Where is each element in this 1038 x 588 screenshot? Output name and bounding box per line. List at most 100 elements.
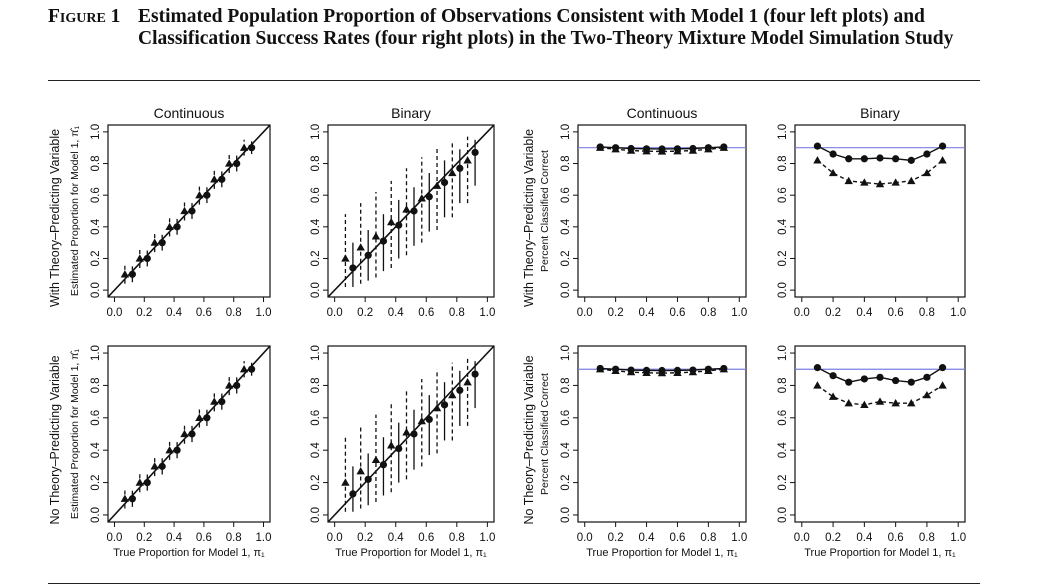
x-tick-label: 0.6 [669,532,685,544]
chart-panel-5: 0.0 0.2 0.4 0.6 0.8 1.0 0.0 0.2 0.4 0.6 0.8 1.0 Esti… [69,345,272,559]
y-tick-label: 0.4 [90,218,102,235]
data-point-triangle [922,168,932,177]
data-point-circle [233,159,241,168]
data-point-circle [876,154,884,162]
data-point-triangle [341,478,350,486]
y-axis-label: Percent Classified Correct [539,373,551,495]
y-tick-label: 0.0 [560,507,572,523]
data-point-triangle [891,178,900,186]
data-point-triangle [150,462,159,470]
data-point-circle [907,378,915,386]
y-tick-label: 0.2 [560,475,572,491]
x-tick-label: 0.2 [608,307,624,319]
data-point-triangle [448,390,457,399]
y-tick-label: 0.0 [777,507,789,523]
x-tick-label: 0.8 [449,532,465,544]
y-tick-label: 0.6 [560,410,572,426]
x-tick-label: 0.8 [919,532,935,544]
data-point-circle [364,475,372,483]
data-point-circle [876,373,884,381]
x-tick-label: 0.2 [825,307,841,319]
data-point-circle [143,478,151,487]
data-point-triangle [432,403,442,412]
y-tick-label: 0.2 [310,475,322,491]
y-axis-label: Estimated Proportion for Model 1, π̂₁ [69,348,81,519]
data-point-triangle [150,238,159,246]
x-axis-label: True Proportion for Model 1, π₁ [586,547,738,559]
data-point-circle [813,364,822,372]
data-point-triangle [657,147,667,155]
data-point-circle [143,254,151,263]
y-tick-label: 0.8 [90,156,102,172]
y-tick-label: 0.8 [560,156,572,172]
y-tick-label: 0.4 [310,218,322,235]
data-point-triangle [165,222,174,230]
data-point-circle [173,223,181,231]
data-point-circle [410,430,418,438]
panel-title: Continuous [627,105,698,121]
y-tick-label: 0.2 [310,250,322,266]
x-tick-label: 1.0 [479,307,495,319]
x-tick-label: 0.6 [888,532,904,544]
plot-frame [327,124,495,298]
x-axis-label: True Proportion for Model 1, π₁ [335,547,487,559]
x-tick-label: 0.6 [196,307,212,319]
data-point-triangle [225,381,234,389]
x-tick-label: 0.6 [418,532,434,544]
y-tick-label: 1.0 [310,345,322,361]
x-tick-label: 0.8 [700,532,716,544]
plot-frame [794,124,966,298]
data-point-triangle [626,367,636,376]
x-tick-label: 0.6 [418,307,434,319]
data-point-circle [248,365,256,373]
x-tick-label: 0.4 [856,532,873,544]
data-point-triangle [860,400,869,409]
data-point-triangle [611,366,620,375]
data-point-triangle [432,181,442,189]
data-point-triangle [463,377,472,386]
y-tick-label: 0.2 [560,250,572,266]
data-point-triangle [704,145,713,153]
y-tick-label: 0.0 [777,282,789,298]
caption-rule [48,80,980,81]
row-label-with-right: With Theory–Predicting Variable [522,129,536,307]
x-tick-label: 1.0 [950,532,966,544]
figure-label: Figure 1 [48,6,121,27]
y-tick-label: 0.6 [777,187,789,203]
y-tick-label: 1.0 [90,124,102,140]
data-point-triangle [875,179,885,188]
data-point-triangle [907,399,916,407]
y-axis-label: Percent Classified Correct [539,150,551,272]
y-tick-label: 1.0 [310,124,322,140]
data-point-triangle [907,176,916,185]
y-tick-label: 0.0 [90,507,102,523]
data-point-circle [471,370,479,378]
y-tick-label: 0.4 [310,442,322,459]
chart-panel-7: 0.0 0.2 0.4 0.6 0.8 1.0 0.0 0.2 0.4 0.6 0.8 1.0 Perc… [539,345,747,559]
data-point-triangle [813,156,822,164]
x-tick-label: 0.2 [357,307,373,319]
chart-panel-4: Binary 0.0 0.2 0.4 0.6 0.8 1.0 0.0 0.2 0.4 0.6 0.8 1… [777,105,966,319]
data-point-triangle [688,146,698,154]
data-point-circle [128,270,136,278]
y-tick-label: 0.0 [310,282,322,298]
data-point-circle [892,376,900,385]
data-point-triangle [165,445,174,454]
data-point-triangle [195,190,204,199]
data-point-circle [379,237,388,245]
data-point-triangle [387,217,396,226]
data-point-circle [158,239,166,247]
data-point-circle [892,155,900,163]
plot-frame [794,345,966,523]
y-tick-label: 0.8 [310,156,322,172]
plot-frame [327,345,495,523]
y-tick-label: 0.8 [777,156,789,172]
y-tick-label: 0.6 [560,187,572,203]
data-point-triangle [239,143,249,151]
y-tick-label: 0.0 [560,282,572,298]
x-tick-label: 0.6 [196,532,212,544]
row-label-with: With Theory–Predicting Variable [48,129,62,307]
data-point-circle [349,264,357,272]
data-point-triangle [657,368,667,377]
